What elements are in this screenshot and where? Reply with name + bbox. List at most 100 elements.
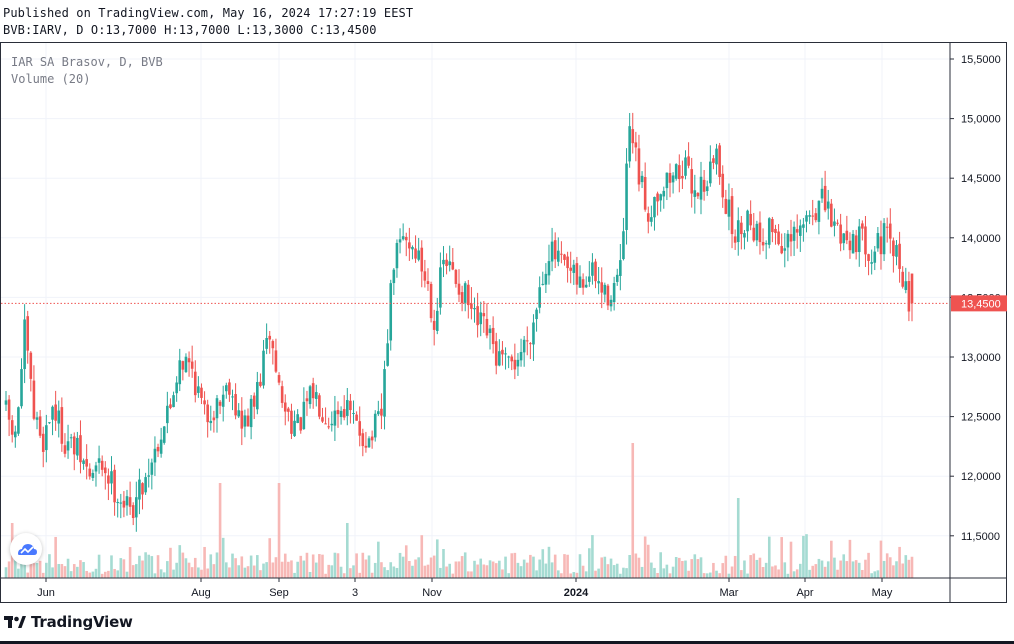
candle-body xyxy=(693,190,697,197)
volume-bar xyxy=(764,562,768,578)
candle-body xyxy=(594,261,597,282)
candle-body xyxy=(628,126,631,162)
candle-body xyxy=(615,274,619,282)
volume-bar xyxy=(721,563,725,578)
candle-body xyxy=(392,269,396,284)
volume-bar xyxy=(584,571,588,578)
candle-body xyxy=(888,223,892,239)
volume-bar xyxy=(212,564,216,578)
candle-body xyxy=(38,416,42,436)
candle-body xyxy=(851,233,855,254)
volume-bar xyxy=(72,564,76,578)
candle-body xyxy=(45,425,48,451)
candle-body xyxy=(63,445,67,454)
volume-bar xyxy=(383,567,386,578)
candle-body xyxy=(463,283,467,303)
volume-bar xyxy=(256,555,259,578)
candle-body xyxy=(659,194,662,201)
volume-bar xyxy=(833,557,836,578)
volume-bar xyxy=(792,571,796,578)
candle-body xyxy=(584,284,588,288)
volume-bar xyxy=(743,560,746,578)
candle-body xyxy=(377,411,380,415)
volume-bar xyxy=(885,553,889,578)
volume-bar xyxy=(246,566,250,578)
volume-bar xyxy=(857,562,861,578)
candle-body xyxy=(370,436,374,441)
candle-body xyxy=(783,248,787,251)
candle-body xyxy=(187,358,191,363)
candle-body xyxy=(417,250,420,260)
volume-bar xyxy=(221,537,225,578)
volume-bar xyxy=(650,562,653,578)
candle-body xyxy=(826,201,830,209)
volume-bar xyxy=(228,567,231,578)
volume-bar xyxy=(63,566,67,578)
volume-bar xyxy=(814,564,818,578)
volume-bar xyxy=(581,565,585,578)
cloud-icon xyxy=(18,544,37,555)
volume-bar xyxy=(110,555,113,578)
volume-bar xyxy=(209,554,213,578)
volume-bar xyxy=(429,557,433,578)
candle-body xyxy=(91,472,95,478)
candle-body xyxy=(885,226,889,228)
candle-body xyxy=(519,351,523,361)
candle-body xyxy=(569,267,572,271)
volume-bar xyxy=(811,565,815,578)
volume-bar xyxy=(740,570,743,578)
volume-bar xyxy=(600,557,604,578)
tradingview-badge[interactable] xyxy=(10,533,42,565)
volume-bar xyxy=(733,555,737,578)
volume-bar xyxy=(473,560,476,578)
volume-bar xyxy=(491,561,495,578)
candle-body xyxy=(743,233,746,238)
volume-bar xyxy=(147,554,151,578)
price-chart[interactable]: 15,500015,000014,500014,000013,500013,00… xyxy=(0,0,1014,603)
footer: TradingView xyxy=(0,603,1014,644)
candle-body xyxy=(771,219,774,233)
volume-bar xyxy=(498,560,501,578)
candle-body xyxy=(687,156,690,166)
candle-body xyxy=(240,410,244,429)
volume-bar xyxy=(380,562,383,578)
volume-bar xyxy=(808,569,811,578)
x-tick-label: Mar xyxy=(720,587,739,599)
volume-bar xyxy=(482,564,486,578)
candle-body xyxy=(650,217,653,222)
candle-body xyxy=(414,248,417,259)
volume-bar xyxy=(513,552,517,578)
tradingview-logo[interactable]: TradingView xyxy=(4,613,133,631)
candle-body xyxy=(901,271,904,287)
candle-body xyxy=(262,350,265,386)
volume-bar xyxy=(662,568,666,578)
volume-bar xyxy=(377,541,380,578)
volume-bar xyxy=(435,539,439,578)
candle-body xyxy=(767,218,771,245)
volume-bar xyxy=(197,567,200,578)
volume-bar xyxy=(501,569,504,578)
x-tick-label: Sep xyxy=(269,587,289,599)
chart-frame[interactable] xyxy=(0,42,1007,603)
candle-body xyxy=(898,243,901,269)
volume-bar xyxy=(79,560,82,578)
candle-body xyxy=(612,283,616,303)
volume-bar xyxy=(535,570,538,578)
volume-bar xyxy=(823,566,827,578)
volume-bar xyxy=(674,557,678,578)
volume-bar xyxy=(687,570,690,578)
volume-bar xyxy=(864,559,867,578)
volume-bar xyxy=(749,555,752,578)
volume-bar xyxy=(830,540,833,578)
candle-body xyxy=(460,292,464,304)
volume-bar xyxy=(103,571,107,578)
volume-bar xyxy=(54,536,57,578)
candle-body xyxy=(327,426,330,428)
volume-bar xyxy=(69,571,73,578)
candle-body xyxy=(243,415,247,427)
candle-body xyxy=(141,483,144,495)
candle-body xyxy=(491,327,495,345)
candle-body xyxy=(904,281,908,290)
candle-body xyxy=(41,433,45,452)
candle-body xyxy=(606,285,610,306)
